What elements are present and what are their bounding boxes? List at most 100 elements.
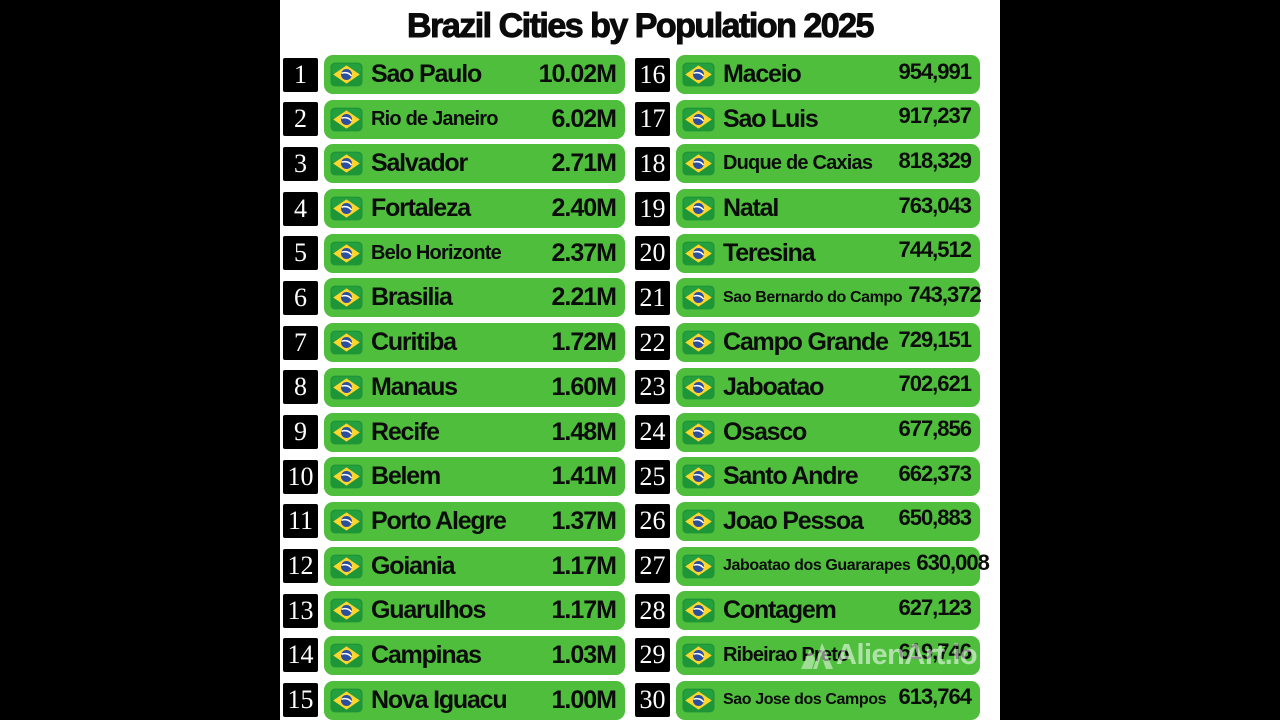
city-name: Jaboatao bbox=[723, 372, 824, 401]
ranking-row: 6 Brasilia 2.21M bbox=[283, 278, 625, 318]
brazil-flag-icon bbox=[330, 554, 363, 578]
rank-badge: 20 bbox=[635, 236, 670, 271]
population-value: 729,151 bbox=[898, 326, 972, 352]
city-bar: Guarulhos 1.17M bbox=[324, 591, 625, 631]
city-bar: Salvador 2.71M bbox=[324, 144, 625, 184]
ranking-row: 18 Duque de Caxias 818,329 bbox=[635, 144, 980, 184]
population-value: 613,764 bbox=[898, 684, 972, 710]
city-bar: Fortaleza 2.40M bbox=[324, 189, 625, 229]
population-value: 1.60M bbox=[551, 372, 617, 401]
ranking-row: 26 Joao Pessoa 650,883 bbox=[635, 501, 980, 541]
rank-badge: 16 bbox=[635, 57, 670, 92]
brazil-flag-icon bbox=[682, 464, 715, 489]
city-name: Contagem bbox=[723, 596, 837, 625]
city-bar: Curitiba 1.72M bbox=[324, 323, 625, 363]
population-value: 1.03M bbox=[551, 640, 617, 669]
city-bar: Osasco 677,856 bbox=[676, 412, 980, 452]
brazil-flag-icon bbox=[330, 509, 363, 534]
ranking-column-left: 1 Sao Paulo 10.02M 2 Rio de Janeiro bbox=[283, 55, 625, 720]
city-name: Porto Alegre bbox=[371, 506, 507, 535]
city-name: Sao Paulo bbox=[371, 60, 482, 88]
city-bar: Porto Alegre 1.37M bbox=[324, 501, 625, 541]
population-value: 6.02M bbox=[551, 104, 617, 133]
ranking-row: 16 Maceio 954,991 bbox=[635, 55, 980, 94]
brazil-flag-icon bbox=[682, 375, 715, 400]
watermark: AlienArt.io bbox=[800, 638, 978, 672]
city-bar: Belo Horizonte 2.37M bbox=[324, 233, 625, 273]
city-bar: Maceio 954,991 bbox=[676, 55, 980, 94]
city-name: Sao Bernardo do Campo bbox=[723, 288, 903, 306]
brazil-flag-icon bbox=[330, 151, 363, 176]
rank-badge: 28 bbox=[635, 593, 670, 628]
population-value: 2.40M bbox=[551, 194, 617, 223]
city-name: Belo Horizonte bbox=[371, 241, 502, 264]
letterbox-right bbox=[1000, 0, 1280, 720]
brazil-flag-icon bbox=[682, 509, 715, 534]
city-name: Maceio bbox=[723, 60, 802, 88]
city-name: Campinas bbox=[371, 640, 482, 669]
city-name: Fortaleza bbox=[371, 194, 471, 223]
rank-badge: 18 bbox=[635, 146, 670, 181]
population-value: 677,856 bbox=[898, 416, 972, 441]
ranking-row: 30 Sao Jose dos Campos 613,764 bbox=[635, 680, 980, 720]
brazil-flag-icon bbox=[330, 420, 363, 444]
ranking-row: 24 Osasco 677,856 bbox=[635, 412, 980, 452]
brazil-flag-icon bbox=[330, 196, 363, 221]
city-name: Duque de Caxias bbox=[723, 152, 873, 175]
city-bar: Contagem 627,123 bbox=[676, 591, 980, 631]
population-value: 630,008 bbox=[916, 550, 990, 576]
city-name: Jaboatao dos Guararapes bbox=[723, 557, 911, 575]
city-name: Osasco bbox=[723, 417, 807, 446]
population-value: 1.17M bbox=[551, 551, 617, 580]
ranking-row: 3 Salvador 2.71M bbox=[283, 144, 625, 184]
rank-badge: 1 bbox=[283, 57, 318, 92]
city-bar: Sao Jose dos Campos 613,764 bbox=[676, 680, 980, 720]
brazil-flag-icon bbox=[682, 688, 715, 713]
brazil-flag-icon bbox=[682, 554, 715, 578]
brazil-flag-icon bbox=[682, 330, 715, 355]
brazil-flag-icon bbox=[330, 464, 363, 489]
page-title: Brazil Cities by Population 2025 bbox=[407, 7, 875, 46]
population-value: 1.37M bbox=[551, 506, 617, 535]
city-name: Nova Iguacu bbox=[371, 685, 508, 714]
city-bar: Goiania 1.17M bbox=[324, 546, 625, 586]
ranking-row: 14 Campinas 1.03M bbox=[283, 635, 625, 675]
city-bar: Nova Iguacu 1.00M bbox=[324, 680, 625, 720]
city-bar: Teresina 744,512 bbox=[676, 233, 980, 273]
population-value: 662,373 bbox=[898, 460, 972, 486]
city-bar: Campinas 1.03M bbox=[324, 635, 625, 675]
city-bar: Duque de Caxias 818,329 bbox=[676, 144, 980, 184]
city-bar: Natal 763,043 bbox=[676, 189, 980, 229]
city-bar: Belem 1.41M bbox=[324, 457, 625, 497]
brazil-flag-icon bbox=[330, 688, 363, 713]
population-value: 1.72M bbox=[551, 328, 617, 357]
population-value: 619,746 bbox=[898, 639, 972, 665]
city-name: Manaus bbox=[371, 372, 458, 401]
ranking-column-right: 16 Maceio 954,991 17 Sao Luis 91 bbox=[635, 55, 990, 720]
letterbox-left bbox=[0, 0, 280, 720]
city-name: Santo Andre bbox=[723, 462, 859, 491]
ranking-row: 11 Porto Alegre 1.37M bbox=[283, 501, 625, 541]
rank-badge: 4 bbox=[283, 191, 318, 226]
population-value: 2.37M bbox=[551, 238, 617, 267]
brazil-flag-icon bbox=[682, 598, 715, 623]
brazil-flag-icon bbox=[682, 196, 715, 221]
city-name: Guarulhos bbox=[371, 596, 486, 625]
city-name: Belem bbox=[371, 462, 441, 491]
ranking-row: 17 Sao Luis 917,237 bbox=[635, 99, 980, 139]
rank-badge: 7 bbox=[283, 325, 318, 360]
population-value: 627,123 bbox=[898, 594, 972, 620]
brazil-flag-icon bbox=[330, 241, 363, 266]
city-name: Recife bbox=[371, 417, 440, 446]
ranking-row: 29 Ribeirao Preto 619,746 bbox=[635, 635, 980, 675]
city-name: Salvador bbox=[371, 149, 468, 178]
city-bar: Brasilia 2.21M bbox=[324, 278, 625, 318]
city-bar: Joao Pessoa 650,883 bbox=[676, 501, 980, 541]
population-value: 818,329 bbox=[898, 147, 972, 173]
city-bar: Recife 1.48M bbox=[324, 412, 625, 452]
ranking-row: 10 Belem 1.41M bbox=[283, 457, 625, 497]
infographic-canvas: Brazil Cities by Population 2025 1 Sao P… bbox=[280, 0, 1000, 720]
city-name: Sao Luis bbox=[723, 104, 819, 133]
ranking-row: 19 Natal 763,043 bbox=[635, 189, 980, 229]
